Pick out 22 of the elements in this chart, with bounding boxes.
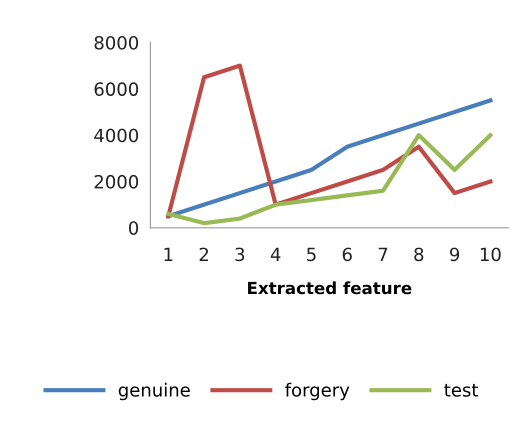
x-tick-label: 3 — [235, 248, 244, 262]
x-tick-label: 4 — [270, 248, 280, 261]
legend-label: forgery — [285, 382, 350, 400]
line-series — [166, 98, 492, 218]
legend-label: genuine — [118, 382, 190, 400]
y-tick-label: 0 — [128, 221, 138, 235]
x-tick-label: 1 — [164, 248, 172, 261]
y-tick-label: 8000 — [94, 36, 138, 50]
x-axis-title: Extracted feature — [248, 281, 412, 294]
legend-label: test — [444, 384, 478, 397]
x-tick-label: 8 — [414, 248, 424, 262]
y-tick-label: 2000 — [94, 174, 138, 189]
x-tick-label: 7 — [378, 248, 388, 261]
x-tick-label: 2 — [200, 248, 208, 261]
x-tick-label: 9 — [450, 248, 460, 262]
y-tick-label: 6000 — [94, 82, 138, 96]
x-tick-label: 10 — [480, 248, 501, 262]
line-series — [166, 133, 492, 226]
x-tick-label: 5 — [307, 248, 316, 262]
y-tick-label: 4000 — [94, 128, 138, 142]
line-series — [166, 64, 492, 218]
x-tick-label: 6 — [342, 248, 352, 262]
